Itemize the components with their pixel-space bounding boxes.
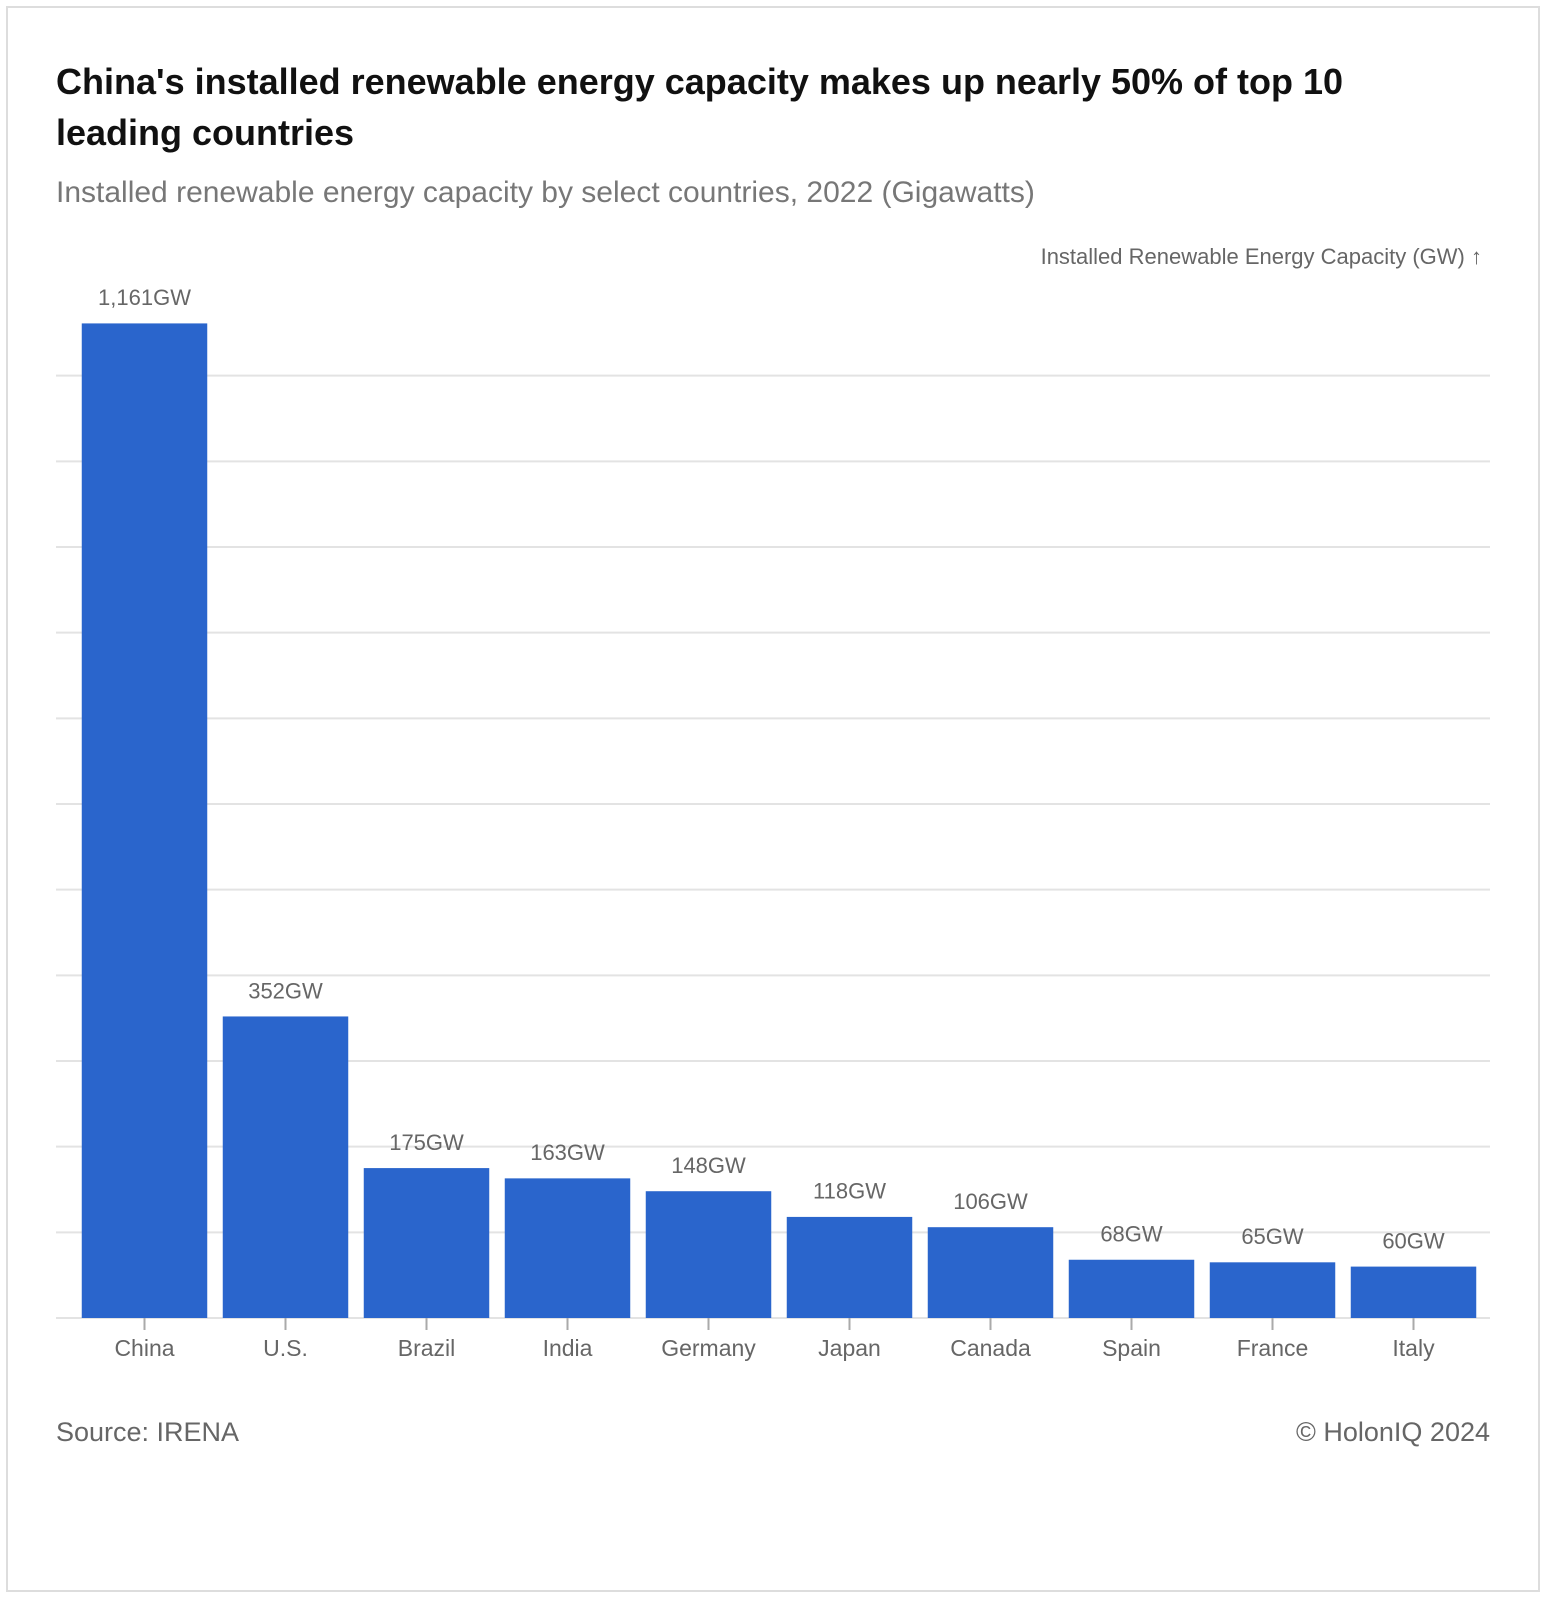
x-tick-label: Japan bbox=[818, 1335, 881, 1361]
x-tick-label: India bbox=[543, 1335, 593, 1361]
bar bbox=[363, 1168, 490, 1318]
x-tick-label: China bbox=[114, 1335, 174, 1361]
x-tick-label: France bbox=[1237, 1335, 1309, 1361]
value-label: 68GW bbox=[1100, 1222, 1163, 1247]
bar bbox=[504, 1178, 631, 1318]
x-tick-label: U.S. bbox=[263, 1335, 308, 1361]
x-tick-label: Italy bbox=[1392, 1335, 1435, 1361]
bar bbox=[1209, 1262, 1336, 1318]
value-label: 1,161GW bbox=[98, 285, 191, 310]
value-label: 65GW bbox=[1241, 1224, 1304, 1249]
chart-subtitle: Installed renewable energy capacity by s… bbox=[56, 176, 1035, 209]
value-label: 163GW bbox=[530, 1140, 605, 1165]
frame bbox=[6, 6, 1540, 1592]
x-tick-label: Germany bbox=[661, 1335, 756, 1361]
bar bbox=[222, 1016, 349, 1318]
value-label: 352GW bbox=[248, 978, 323, 1003]
chart-title: China's installed renewable energy capac… bbox=[56, 61, 1344, 153]
bar bbox=[1068, 1259, 1195, 1318]
credit: © HolonIQ 2024 bbox=[1296, 1417, 1490, 1447]
x-tick-label: Canada bbox=[950, 1335, 1031, 1361]
value-label: 175GW bbox=[389, 1130, 464, 1155]
value-label: 60GW bbox=[1382, 1228, 1445, 1253]
value-label: 118GW bbox=[813, 1179, 886, 1204]
bar bbox=[786, 1216, 913, 1318]
value-label: 148GW bbox=[671, 1153, 746, 1178]
y-axis-label: Installed Renewable Energy Capacity (GW)… bbox=[1041, 244, 1482, 269]
x-tick-label: Brazil bbox=[398, 1335, 456, 1361]
value-label: 106GW bbox=[953, 1189, 1028, 1214]
source: Source: IRENA bbox=[56, 1417, 239, 1447]
x-tick-label: Spain bbox=[1102, 1335, 1161, 1361]
bar bbox=[1350, 1266, 1477, 1318]
bar bbox=[81, 323, 208, 1318]
bar bbox=[927, 1227, 1054, 1318]
bar bbox=[645, 1191, 772, 1318]
